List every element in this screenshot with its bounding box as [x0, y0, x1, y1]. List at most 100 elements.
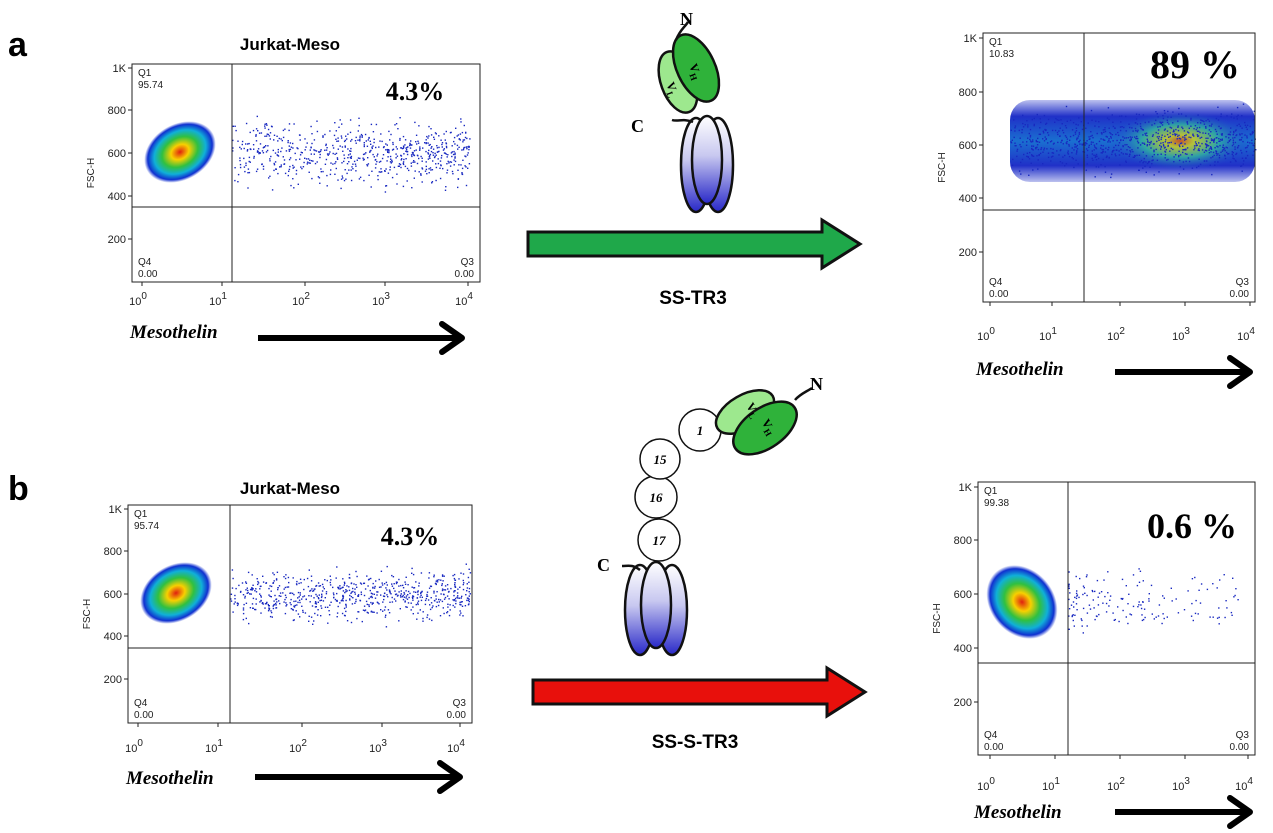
event-dot [368, 604, 370, 606]
event-dot [311, 588, 313, 590]
event-dot [1214, 164, 1216, 166]
event-dot [1078, 596, 1080, 599]
event-dot [277, 155, 280, 157]
event-dot [1013, 119, 1015, 121]
event-dot [250, 593, 252, 595]
event-dot [1144, 121, 1146, 124]
event-dot [438, 135, 440, 137]
event-dot [1118, 142, 1121, 144]
event-dot [461, 172, 463, 174]
event-dot [428, 572, 431, 574]
event-dot [350, 157, 352, 159]
event-dot [292, 619, 295, 622]
event-dot [364, 153, 366, 155]
event-dot [1192, 619, 1194, 622]
event-dot [435, 163, 437, 165]
event-dot [386, 144, 388, 146]
event-dot [310, 580, 313, 582]
event-dot [400, 166, 402, 169]
event-dot [405, 595, 408, 597]
event-dot [306, 163, 308, 165]
event-dot [1091, 150, 1093, 152]
event-dot [287, 586, 290, 588]
event-dot [1068, 615, 1070, 617]
event-dot [378, 603, 380, 605]
event-dot [1148, 144, 1151, 146]
event-dot [1029, 128, 1032, 131]
c-terminus: C [631, 116, 644, 136]
event-dot [1176, 133, 1178, 136]
event-dot [454, 583, 456, 586]
event-dot [1086, 143, 1088, 145]
event-dot [462, 583, 464, 586]
event-dot [381, 582, 383, 584]
event-dot [438, 598, 440, 601]
event-dot [1194, 125, 1197, 127]
event-dot [385, 626, 388, 628]
event-dot [352, 163, 354, 165]
event-dot [1027, 156, 1029, 158]
event-dot [319, 585, 322, 587]
event-dot [257, 148, 260, 150]
event-dot [1183, 149, 1185, 151]
event-dot [1241, 136, 1243, 139]
event-dot [1187, 590, 1189, 592]
event-dot [325, 593, 328, 595]
event-dot [418, 585, 420, 587]
event-dot [282, 136, 285, 139]
event-dot [1234, 594, 1236, 597]
event-dot [397, 128, 399, 130]
event-dot [258, 132, 261, 134]
event-dot [1118, 154, 1121, 156]
event-dot [1241, 133, 1243, 135]
event-dot [1186, 123, 1189, 125]
event-dot [273, 169, 275, 172]
event-dot [334, 598, 337, 601]
event-dot [272, 582, 275, 584]
event-dot [443, 589, 445, 591]
event-dot [413, 160, 415, 162]
event-dot [1180, 113, 1183, 115]
event-dot [332, 147, 335, 149]
event-dot [468, 148, 470, 151]
event-dot [386, 150, 389, 152]
event-dot [1027, 124, 1029, 126]
event-dot [1146, 138, 1148, 140]
event-dot [259, 588, 261, 590]
plot-title: Jurkat-Meso [240, 479, 340, 498]
tick-base: 10 [1172, 781, 1184, 793]
event-dot [1199, 145, 1201, 147]
event-dot [273, 573, 275, 576]
event-dot [365, 140, 367, 142]
event-dot [292, 147, 294, 149]
event-dot [300, 582, 302, 584]
event-dot [362, 157, 364, 159]
event-dot [334, 162, 336, 165]
event-dot [267, 133, 270, 136]
event-dot [1104, 171, 1107, 173]
y-tick-label: 600 [959, 140, 977, 152]
event-dot [272, 607, 275, 610]
event-dot [428, 149, 430, 152]
event-dot [1172, 122, 1174, 124]
event-dot [400, 147, 402, 149]
event-dot [1206, 588, 1209, 591]
y-tick-label: 1K [109, 504, 123, 516]
event-dot [1240, 165, 1243, 167]
event-dot [1198, 126, 1201, 129]
event-dot [255, 128, 258, 130]
event-dot [442, 149, 445, 151]
event-dot [277, 151, 279, 153]
event-dot [366, 165, 369, 167]
event-dot [1064, 135, 1067, 137]
quadrant-name: Q1 [989, 37, 1003, 48]
event-dot [325, 158, 328, 161]
y-tick-label: 800 [959, 87, 977, 99]
event-dot [255, 598, 257, 600]
event-dot [1221, 139, 1223, 141]
event-dot [425, 150, 427, 153]
event-dot [1185, 138, 1187, 140]
event-dot [281, 147, 283, 149]
event-dot [315, 585, 317, 587]
event-dot [268, 177, 270, 179]
